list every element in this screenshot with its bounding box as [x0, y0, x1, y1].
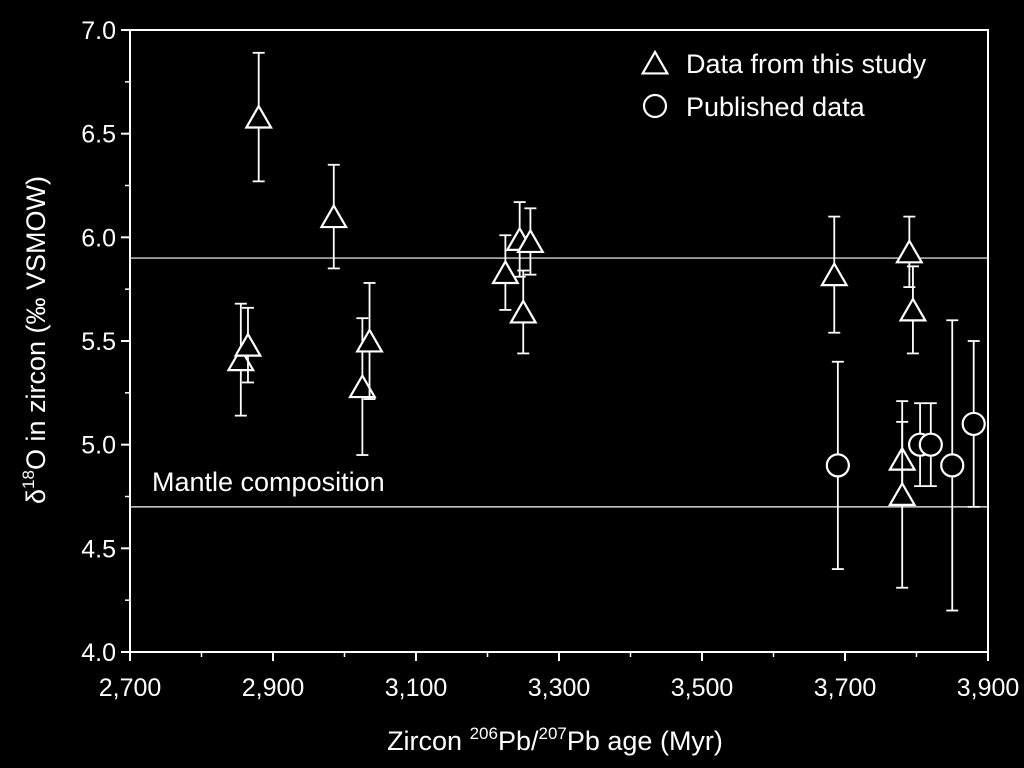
published-data-point: [940, 319, 965, 612]
published-data-point: [961, 340, 986, 508]
circle-marker: [940, 453, 965, 478]
triangle-marker: [226, 346, 256, 372]
x-tick-label: 3,300: [528, 674, 591, 702]
legend-triangle-icon: [640, 49, 670, 75]
triangle-marker: [898, 296, 928, 322]
this-study-data-point: [895, 215, 924, 288]
triangle-marker: [820, 261, 849, 287]
triangle-marker: [348, 373, 377, 399]
y-tick-label: 7.0: [81, 17, 116, 45]
x-tick-label: 3,900: [957, 674, 1020, 702]
triangle-marker: [516, 228, 545, 254]
triangle-marker: [233, 331, 263, 357]
legend-label: Published data: [686, 92, 866, 122]
circle-marker: [961, 411, 986, 437]
triangle-marker: [319, 203, 349, 229]
x-tick-label: 3,100: [385, 674, 448, 702]
x-axis-label: Zircon 206Pb/207Pb age (Myr): [387, 724, 723, 756]
this-study-data-point: [516, 207, 545, 276]
this-study-data-point: [898, 265, 928, 355]
x-tick-label: 2,700: [99, 674, 162, 702]
triangle-marker: [508, 298, 538, 324]
triangle-marker: [887, 481, 917, 506]
circle-marker: [918, 432, 943, 457]
legend: Data from this study Published data: [640, 49, 927, 122]
y-tick-label: 5.0: [81, 432, 116, 460]
this-study-data-point: [508, 269, 538, 355]
y-tick-label: 4.0: [81, 639, 116, 667]
legend-circle-icon: [642, 93, 668, 119]
triangle-marker: [355, 327, 384, 353]
x-tick-label: 3,700: [814, 674, 877, 702]
reference-line-label: Mantle composition: [152, 467, 385, 497]
x-tick-label: 3,500: [671, 674, 734, 702]
legend-item: Data from this study: [640, 49, 927, 79]
y-tick-label: 5.5: [81, 328, 116, 356]
legend-label: Data from this study: [686, 49, 927, 79]
y-tick-label: 6.5: [81, 121, 116, 149]
this-study-data-point: [233, 306, 263, 384]
triangle-marker: [491, 259, 520, 285]
published-data-point: [918, 402, 943, 488]
y-tick-label: 6.0: [81, 224, 116, 252]
this-study-data-point: [355, 282, 384, 400]
legend-item: Published data: [642, 92, 866, 122]
this-study-data-point: [820, 215, 849, 334]
triangle-marker: [244, 103, 273, 129]
this-study-data-point: [491, 234, 520, 311]
this-study-data-point: [226, 302, 256, 417]
circle-marker: [825, 453, 850, 478]
y-axis-label: δ18O in zircon (‰ VSMOW): [19, 176, 51, 504]
published-data-point: [825, 360, 850, 570]
this-study-data-point: [319, 163, 349, 270]
this-study-data-point: [887, 400, 917, 589]
triangle-marker: [895, 238, 924, 264]
y-tick-label: 4.5: [81, 535, 116, 563]
x-tick-label: 2,900: [242, 674, 305, 702]
this-study-data-point: [244, 51, 273, 183]
